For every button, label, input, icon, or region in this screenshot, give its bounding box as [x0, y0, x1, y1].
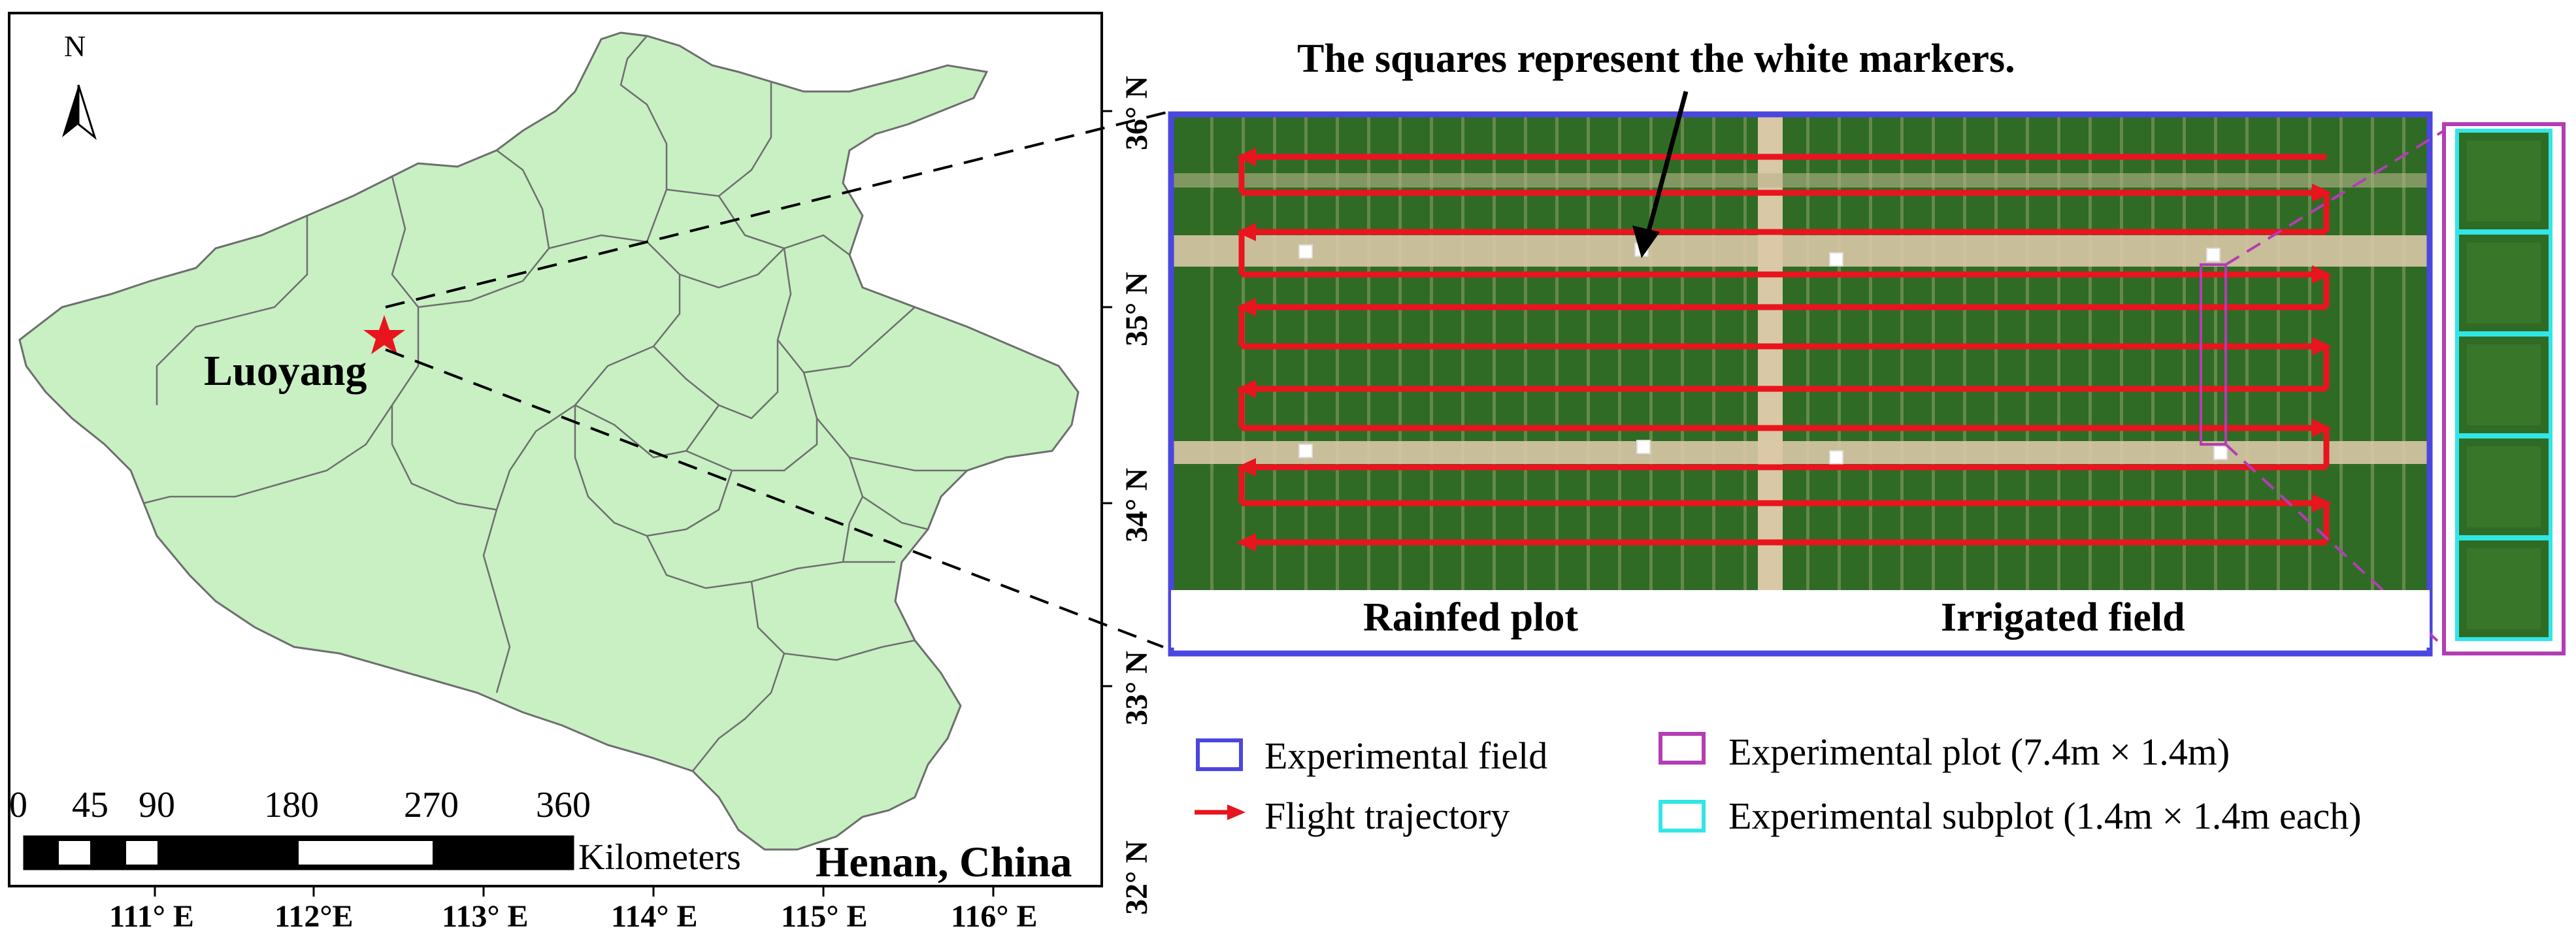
- flight-arrowhead-9: [1236, 458, 1256, 476]
- legend-box-experimental-subplot: [1659, 800, 1706, 833]
- lon-112: 112°E: [274, 899, 354, 934]
- white-marker-6: [1636, 440, 1651, 454]
- scale-number-270: 270: [404, 785, 459, 825]
- experimental-field-frame: [1168, 111, 2433, 657]
- lon-114: 114° E: [611, 899, 698, 934]
- flight-arrowhead-2: [2312, 184, 2332, 202]
- legend-arrow-flight-trajectory-icon: [1195, 802, 1246, 822]
- lon-115: 115° E: [781, 899, 868, 934]
- legend-label-experimental-subplot: Experimental subplot (1.4m × 1.4m each): [1728, 795, 2362, 837]
- white-marker-1: [1298, 244, 1313, 259]
- scale-bar-icon: [23, 835, 574, 870]
- flight-arrowhead-8: [2312, 419, 2332, 437]
- field-label-strip: [1171, 590, 2430, 648]
- legend-label-experimental-field: Experimental field: [1264, 735, 1548, 777]
- scale-number-360: 360: [536, 785, 591, 825]
- scale-number-45: 45: [72, 785, 108, 825]
- flight-arrowhead-11: [1236, 533, 1256, 552]
- north-arrow-icon: [62, 84, 97, 140]
- flight-arrowhead-1: [1236, 148, 1256, 166]
- lon-113: 113° E: [442, 899, 529, 934]
- scale-unit: Kilometers: [578, 837, 741, 878]
- connector-lines: [385, 111, 1167, 648]
- legend-label-flight-trajectory: Flight trajectory: [1264, 795, 1510, 837]
- soil-band-lower: [1171, 441, 2430, 464]
- flight-arrowhead-4: [2312, 265, 2332, 284]
- luoyang-star-icon: [363, 315, 405, 354]
- white-marker-5: [1298, 444, 1313, 458]
- graticule-ticks: [154, 110, 1112, 897]
- white-marker-8: [1829, 450, 1843, 465]
- lat-32: 32° N: [1119, 840, 1154, 915]
- flight-arrowhead-10: [2312, 494, 2332, 512]
- north-label: N: [64, 29, 86, 63]
- flight-arrowhead-7: [1236, 380, 1256, 398]
- lat-36: 36° N: [1119, 76, 1154, 150]
- legend-label-experimental-plot: Experimental plot (7.4m × 1.4m): [1728, 731, 2230, 773]
- scale-number-180: 180: [264, 785, 319, 825]
- white-marker-4: [2206, 248, 2221, 262]
- white-marker-7: [2213, 446, 2228, 460]
- annotation-arrow-icon: [1632, 91, 1689, 258]
- field-image: [1168, 111, 2566, 657]
- flight-arrowhead-3: [1236, 223, 1256, 241]
- scale-number-90: 90: [139, 785, 175, 825]
- city-boundaries: [143, 35, 967, 772]
- experimental-plot-rect: [2200, 263, 2227, 446]
- henan-province-shape: [18, 31, 1080, 851]
- annotation-text: The squares represent the white markers.: [1297, 37, 2015, 81]
- irrigated-label: Irrigated field: [1941, 595, 2185, 640]
- lat-33: 33° N: [1119, 651, 1154, 725]
- city-label: Luoyang: [204, 347, 367, 395]
- soil-band-upper: [1171, 235, 2430, 267]
- rainfed-label: Rainfed plot: [1363, 595, 1578, 640]
- legend-box-experimental-plot: [1659, 732, 1706, 765]
- lat-34: 34° N: [1119, 468, 1154, 542]
- region-label: Henan, China: [816, 838, 1072, 886]
- legend-box-experimental-field: [1196, 738, 1243, 771]
- lon-111: 111° E: [109, 899, 194, 934]
- white-marker-3: [1829, 252, 1843, 267]
- zoom-line-top: [2224, 129, 2445, 266]
- lon-116: 116° E: [951, 899, 1038, 934]
- lat-35: 35° N: [1119, 272, 1154, 346]
- flight-arrowhead-5: [1236, 298, 1256, 316]
- scale-number-0: 0: [9, 785, 27, 825]
- flight-arrowhead-6: [2312, 337, 2332, 355]
